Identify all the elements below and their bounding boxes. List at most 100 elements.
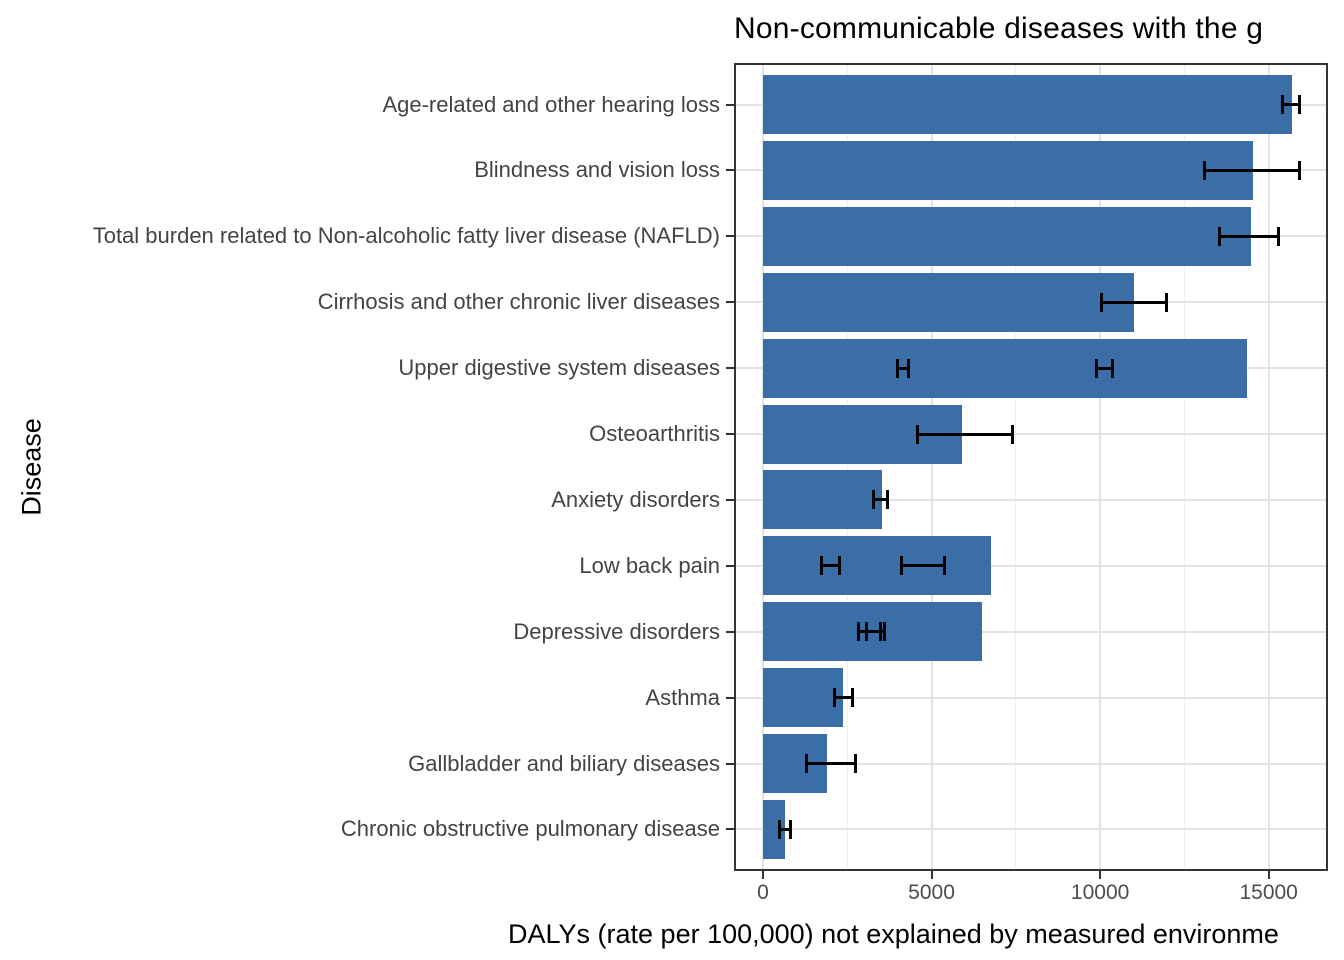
error-bar-line (1204, 168, 1300, 172)
error-bar-line (1282, 103, 1299, 107)
error-bar-line (866, 630, 884, 634)
y-tick-label: Cirrhosis and other chronic liver diseas… (317, 289, 720, 315)
y-tick-label: Age-related and other hearing loss (382, 91, 720, 117)
error-bar-cap (864, 622, 868, 642)
x-tick-label: 5000 (908, 881, 955, 904)
bar (762, 668, 844, 728)
error-bar-cap (856, 622, 860, 642)
error-bar-cap (1099, 292, 1103, 312)
gridline-h (736, 696, 1326, 699)
y-tick (726, 696, 734, 699)
gridline-v-minor (1015, 65, 1017, 869)
y-tick-label: Chronic obstructive pulmonary disease (340, 816, 720, 842)
y-tick-label: Depressive disorders (513, 618, 720, 644)
error-bar-line (901, 564, 945, 568)
y-tick (726, 564, 734, 567)
error-bar-cap (778, 819, 782, 839)
bar (762, 140, 1253, 200)
error-bar-line (873, 498, 888, 502)
error-bar-cap (1165, 292, 1169, 312)
error-bar-cap (1277, 226, 1281, 246)
y-tick (726, 103, 734, 106)
error-bar-cap (907, 358, 911, 378)
y-tick (726, 367, 734, 370)
error-bar-cap (872, 490, 876, 510)
gridline-v-major (1099, 65, 1102, 869)
y-tick (726, 169, 734, 172)
error-bar-line (1219, 234, 1279, 238)
error-bar-cap (1218, 226, 1222, 246)
plot-panel-inner (736, 65, 1326, 869)
gridline-h (736, 762, 1326, 765)
y-tick (726, 498, 734, 501)
y-tick-label: Osteoarthritis (589, 421, 720, 447)
error-bar-cap (896, 358, 900, 378)
y-tick-label: Anxiety disorders (551, 486, 720, 512)
bar (762, 799, 785, 859)
error-bar-cap (1297, 160, 1301, 180)
error-bar-line (806, 762, 856, 766)
error-bar-cap (942, 556, 946, 576)
x-tick-label: 0 (757, 881, 769, 904)
error-bar-cap (789, 819, 793, 839)
error-bar-cap (850, 688, 854, 708)
y-tick (726, 235, 734, 238)
error-bar-cap (837, 556, 841, 576)
gridline-h (736, 564, 1326, 567)
error-bar-line (821, 564, 840, 568)
x-tick (930, 871, 933, 879)
error-bar-line (1101, 300, 1167, 304)
error-bar-line (917, 432, 1013, 436)
gridline-h (736, 433, 1326, 436)
error-bar-cap (820, 556, 824, 576)
x-tick (1267, 871, 1270, 879)
bar (762, 338, 1247, 398)
y-tick-label: Gallbladder and biliary diseases (408, 750, 720, 776)
y-tick-label: Upper digestive system diseases (398, 355, 720, 381)
y-tick (726, 762, 734, 765)
gridline-v-major (930, 65, 933, 869)
gridline-v-major (1267, 65, 1270, 869)
bar (762, 536, 991, 596)
gridline-v-major (761, 65, 764, 869)
y-tick-label: Low back pain (579, 552, 720, 578)
y-tick (726, 433, 734, 436)
error-bar-line (1096, 366, 1113, 370)
error-bar-cap (916, 424, 920, 444)
x-axis-title: DALYs (rate per 100,000) not explained b… (508, 919, 1279, 949)
x-tick (761, 871, 764, 879)
error-bar-cap (1111, 358, 1115, 378)
bar (762, 470, 882, 530)
error-bar-cap (1095, 358, 1099, 378)
chart-title: Non-communicable diseases with the g (734, 12, 1264, 45)
gridline-v-minor (1183, 65, 1185, 869)
error-bar-cap (882, 622, 886, 642)
bar (762, 272, 1134, 332)
gridline-h (736, 630, 1326, 633)
y-tick-label: Total burden related to Non-alcoholic fa… (92, 223, 720, 249)
error-bar-cap (832, 688, 836, 708)
x-tick (1099, 871, 1102, 879)
error-bar-line (897, 366, 909, 370)
bar (762, 75, 1292, 135)
x-tick-label: 10000 (1070, 881, 1130, 904)
error-bar-cap (853, 754, 857, 774)
error-bar-cap (1011, 424, 1015, 444)
gridline-v-minor (846, 65, 848, 869)
error-bar-cap (1203, 160, 1207, 180)
y-tick (726, 828, 734, 831)
y-tick-label: Blindness and vision loss (474, 157, 720, 183)
error-bar-line (834, 696, 853, 700)
error-bar-cap (1297, 95, 1301, 115)
gridline-h (736, 498, 1326, 501)
error-bar-cap (885, 490, 889, 510)
error-bar-line (779, 827, 791, 831)
y-tick (726, 630, 734, 633)
x-tick-label: 15000 (1239, 881, 1298, 904)
bar (762, 206, 1251, 266)
error-bar-cap (900, 556, 904, 576)
error-bar-cap (804, 754, 808, 774)
y-tick-label: Asthma (645, 684, 720, 710)
plot-panel (734, 63, 1328, 871)
